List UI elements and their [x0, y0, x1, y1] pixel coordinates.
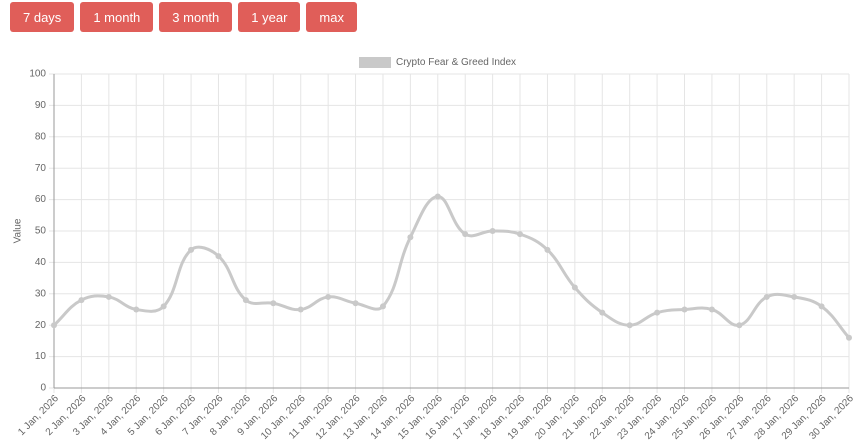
point: [215, 253, 222, 260]
range-buttons: 7 days 1 month 3 month 1 year max: [10, 2, 357, 32]
point: [407, 234, 414, 241]
point: [736, 322, 743, 329]
point: [297, 306, 304, 313]
point: [599, 309, 606, 316]
range-button[interactable]: max: [306, 2, 357, 32]
y-tick-label: 70: [35, 163, 47, 174]
y-tick-label: 30: [35, 288, 47, 299]
point: [379, 303, 386, 310]
point: [626, 322, 633, 329]
y-tick-label: 80: [35, 131, 47, 142]
y-tick-label: 0: [40, 383, 46, 394]
legend-label: Crypto Fear & Greed Index: [396, 57, 516, 68]
point: [708, 306, 715, 313]
point: [133, 306, 140, 313]
y-tick-label: 90: [35, 100, 47, 111]
line: [52, 194, 851, 339]
point: [242, 297, 249, 304]
point: [489, 228, 496, 234]
y-tick-label: 50: [35, 226, 47, 237]
point: [434, 193, 441, 200]
point: [352, 300, 359, 307]
point: [654, 309, 661, 316]
point: [571, 284, 578, 291]
point: [105, 293, 112, 300]
y-tick-label: 20: [35, 320, 47, 331]
range-button[interactable]: 3 month: [159, 2, 233, 32]
y-tick-label: 60: [35, 194, 47, 205]
point: [51, 322, 57, 329]
point: [681, 306, 688, 313]
point: [462, 231, 469, 238]
point: [517, 231, 524, 238]
y-tick-label: 40: [35, 257, 47, 268]
point: [818, 303, 825, 310]
range-button[interactable]: 1 year: [238, 2, 301, 32]
range-button[interactable]: 7 days: [10, 2, 75, 32]
y-axis-label: Value: [13, 218, 24, 243]
point: [325, 293, 332, 300]
point: [188, 246, 195, 253]
point: [78, 297, 85, 304]
point: [763, 293, 770, 300]
y-tick-label: 10: [35, 351, 47, 362]
point: [270, 300, 277, 307]
point: [160, 303, 167, 310]
range-button[interactable]: 1 month: [80, 2, 154, 32]
point: [544, 246, 551, 253]
point: [791, 293, 798, 300]
legend-swatch: [359, 57, 391, 68]
y-tick-label: 100: [29, 69, 46, 80]
point: [846, 334, 852, 341]
